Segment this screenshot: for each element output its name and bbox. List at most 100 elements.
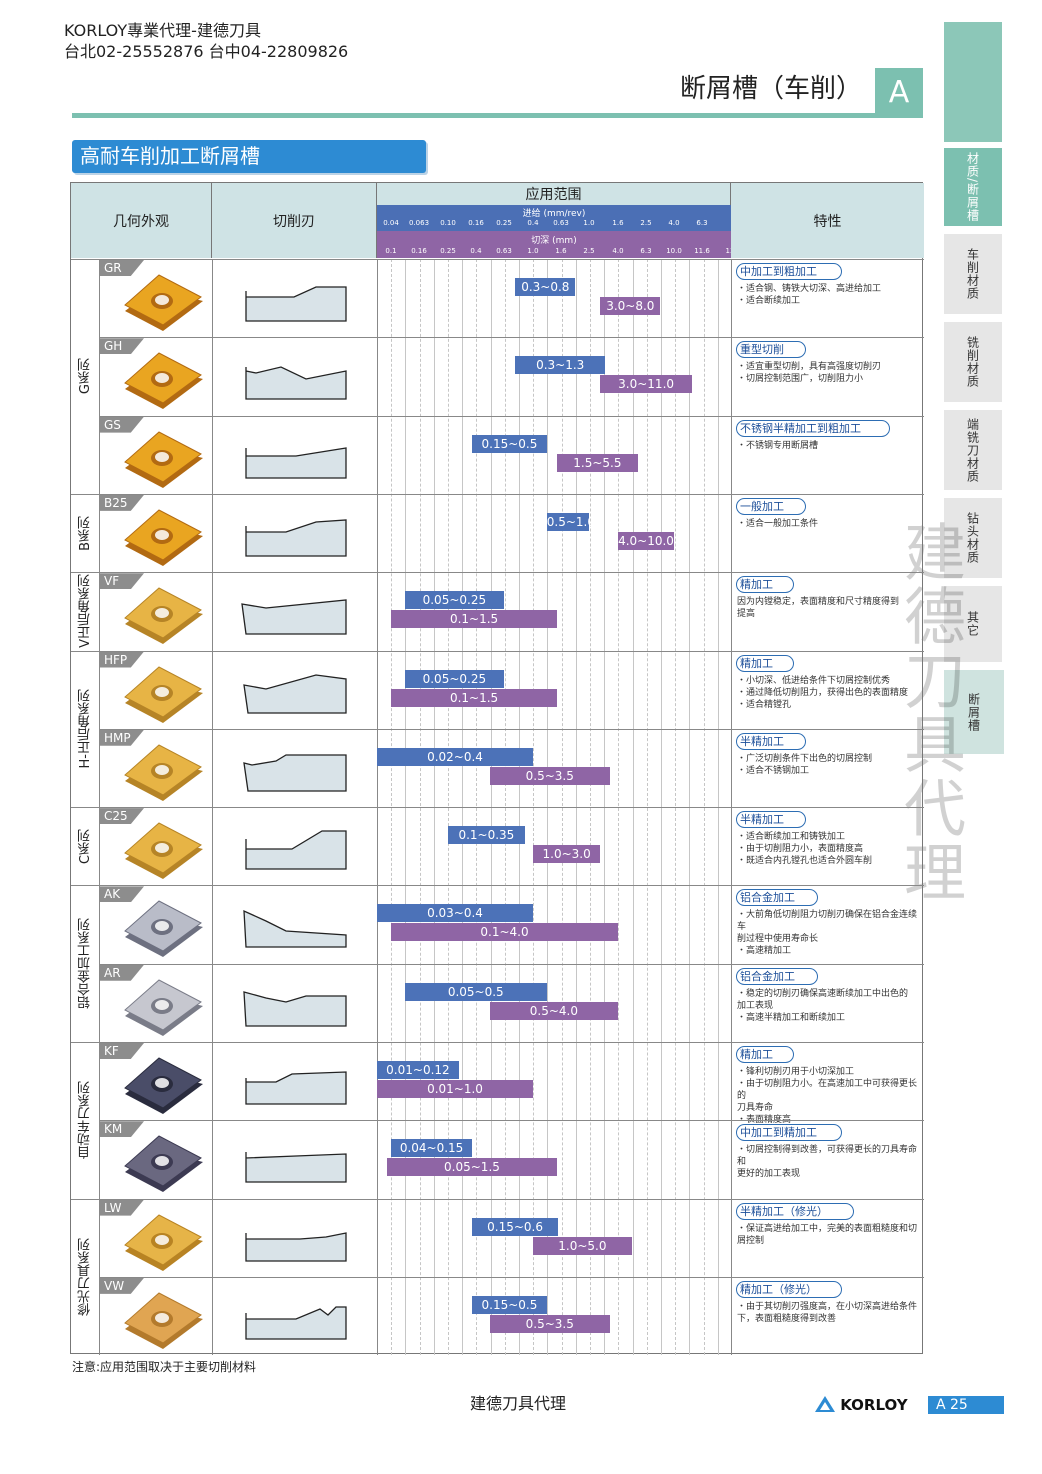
- page-number: A 25: [928, 1396, 1004, 1414]
- feature-tag: 精加工（修光）: [736, 1280, 842, 1298]
- edge-profile-ar: [243, 990, 347, 1027]
- feature-description-line: ・切屑控制范围广，切削阻力小: [737, 374, 864, 385]
- feature-description-line: 加工表现: [737, 1000, 774, 1011]
- feature-tag: 精加工: [736, 576, 794, 594]
- feature-tag: 中加工到粗加工: [736, 263, 842, 280]
- feature-description-line: ・适合不锈钢加工: [737, 765, 810, 776]
- feature-description-line: ・广泛切削条件下出色的切屑控制: [737, 753, 873, 764]
- side-tab-2[interactable]: 车削材质: [944, 232, 1002, 314]
- section-letter: A: [875, 68, 923, 118]
- side-tab-label: 车削材质: [965, 248, 980, 300]
- insert-code-hmp: HMP: [100, 729, 144, 746]
- row-divider: [99, 1042, 924, 1043]
- feature-description: ・适宜重型切削，具有高强度切削刃 ・切屑控制范围广，切削阻力小: [737, 361, 917, 385]
- insert-code-b25: B25: [100, 494, 144, 511]
- edge-profile-km: [245, 1152, 347, 1183]
- insert-image-b25: [124, 509, 203, 566]
- edge-profile-kf: [245, 1071, 347, 1105]
- side-tab-7[interactable]: 断屑槽: [944, 668, 1004, 754]
- feature-description-line: ・高速半精加工和断续加工: [737, 1012, 846, 1023]
- edge-profile-hfp: [243, 673, 347, 714]
- title-rule: [72, 113, 923, 118]
- side-tab-1[interactable]: 材质/断屑槽: [944, 146, 1002, 226]
- insert-code-lw: LW: [100, 1199, 144, 1216]
- feature-tag: 半精加工（修光）: [736, 1202, 854, 1220]
- feature-description-line: 削过程中使用寿命长: [737, 934, 819, 945]
- depth-range-bar: 4.0~10.0: [618, 531, 674, 550]
- depth-range-bar: 0.1~1.5: [391, 610, 558, 629]
- insert-image-gs: [124, 430, 203, 488]
- row-divider: [99, 1120, 924, 1122]
- side-tab-6[interactable]: 其它: [944, 584, 1002, 662]
- feature-description: ・适合一般加工条件: [737, 518, 917, 530]
- feed-range-bar: 0.1~0.35: [448, 826, 525, 845]
- feed-tick-label: 0.04: [383, 219, 399, 227]
- feature-tag: 中加工到精加工: [736, 1124, 842, 1142]
- depth-tick-label: 11.6: [694, 247, 710, 255]
- feature-description-line: ・稳定的切削刃确保高速断续加工中出色的: [737, 988, 909, 999]
- feed-tick-label: 1.0: [583, 219, 595, 227]
- feed-range-bar: 0.04~0.15: [391, 1139, 473, 1158]
- feature-description-line: ・高速精加工: [737, 946, 792, 957]
- feature-description-line: ・适合一般加工条件: [737, 518, 819, 529]
- feed-range-bar: 0.05~0.25: [404, 591, 504, 610]
- feature-tag: 半精加工: [736, 732, 806, 750]
- feed-range-bar: 0.15~0.6: [472, 1217, 558, 1236]
- feature-description: ・锋利切削刃用于小切深加工 ・由于切削阻力小。在高速加工中可获得更长的 刀具寿命 ・表…: [737, 1066, 917, 1126]
- feature-description: ・不锈钢专用断屑槽: [737, 440, 917, 452]
- depth-tick-label: 0.4: [470, 247, 482, 255]
- feed-range-bar: 0.5~1.0: [546, 512, 595, 531]
- side-tab-label: 断屑槽: [966, 692, 981, 732]
- feed-tick-label: 0.4: [527, 219, 539, 227]
- dealer-info: KORLOY專業代理-建德刀具 台北02-25552876 台中04-22809…: [64, 20, 348, 62]
- series-label: 自动车刀系列: [77, 1081, 93, 1160]
- feature-description-line: 屑控制: [737, 1235, 765, 1246]
- feature-description: ・由于其切削刃强度高，在小切深高进给条件 下，表面粗糙度得到改善: [737, 1301, 917, 1325]
- series-label: G系列: [77, 358, 93, 395]
- insert-code-gs: GS: [100, 416, 144, 433]
- side-tab-5[interactable]: 钻头材质: [944, 496, 1002, 578]
- side-tab-3[interactable]: 铣削材质: [944, 320, 1002, 402]
- feature-description-line: ・由于切削阻力小。在高速加工中可获得更长的: [737, 1079, 918, 1101]
- chipbreaker-table: 几何外观 切削刃 应用范围 进给 (mm/rev) 0.04 0.063 0.10 0…: [70, 182, 924, 1356]
- feature-description: ・适合钢、铸铁大切深、高进给加工 ・适合断续加工: [737, 283, 917, 307]
- feed-range-bar: 0.02~0.4: [377, 747, 533, 766]
- insert-image-lw: [124, 1213, 203, 1271]
- depth-tick-label: 4.0: [612, 247, 624, 255]
- depth-range-bar: 0.1~1.5: [391, 688, 558, 707]
- row-divider: [99, 807, 924, 809]
- watermark-text: 建德刀具代理: [893, 520, 966, 904]
- feed-range-bar: 0.05~0.25: [404, 669, 504, 688]
- side-tab-4[interactable]: 端铣刀材质: [944, 408, 1002, 490]
- series-label: 铝合金加工系列: [77, 918, 93, 1010]
- insert-code-ak: AK: [100, 886, 144, 903]
- side-tab-label: 钻头材质: [965, 512, 980, 564]
- feed-tick-label: 0.063: [408, 219, 430, 227]
- feature-description-line: ・既适合内孔镗孔也适合外圆车削: [737, 856, 873, 867]
- feature-description-line: ・适合钢、铸铁大切深、高进给加工: [737, 284, 882, 294]
- page-title: 断屑槽（车削）: [679, 74, 862, 104]
- insert-image-ar: [124, 979, 203, 1036]
- feature-description: ・切屑控制得到改善，可获得更长的刀具寿命和 更好的加工表现: [737, 1144, 917, 1180]
- feed-range-bar: 0.15~0.5: [472, 434, 547, 453]
- korloy-logo: KORLOY: [815, 1396, 908, 1414]
- insert-image-hmp: [124, 744, 203, 801]
- header-feature: 特性: [731, 183, 924, 258]
- feed-range-bar: 0.3~0.8: [515, 278, 576, 296]
- row-divider: [99, 650, 924, 652]
- depth-range-bar: 1.5~5.5: [557, 453, 638, 472]
- feature-description: ・保证高进给加工中，完美的表面粗糙度和切 屑控制: [737, 1223, 917, 1247]
- feature-description-line: ・小切深、低进给条件下切屑控制优秀: [737, 675, 891, 686]
- depth-range-bar: 0.1~4.0: [391, 923, 618, 942]
- depth-range-bar: 0.5~3.5: [489, 1314, 610, 1333]
- insert-image-vw: [124, 1292, 203, 1349]
- row-divider: [99, 1276, 924, 1278]
- insert-image-kf: [124, 1057, 203, 1114]
- feed-tick-label: 0.25: [496, 219, 512, 227]
- insert-code-gh: GH: [100, 338, 144, 355]
- insert-code-hfp: HFP: [100, 651, 144, 668]
- depth-tick-label: 0.25: [440, 247, 456, 255]
- feature-description-line: 刀具寿命: [737, 1103, 774, 1113]
- feature-description-line: ・适合断续加工: [737, 296, 801, 306]
- feed-scale: 进给 (mm/rev) 0.04 0.063 0.10 0.16 0.25 0.4 0.63…: [377, 205, 731, 231]
